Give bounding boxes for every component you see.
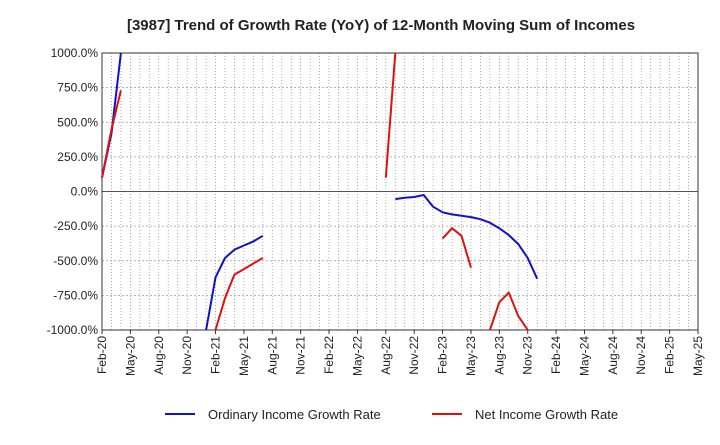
net-income-growth-line: [441, 227, 472, 268]
net-income-growth-line: [384, 52, 397, 178]
ordinary-income-growth-line: [395, 194, 539, 280]
net-income-growth-line: [101, 90, 122, 178]
legend-label: Net Income Growth Rate: [475, 407, 618, 422]
x-tick-label: Nov-20: [180, 336, 194, 375]
x-tick-label: May-22: [350, 336, 364, 376]
net-income-growth-line: [488, 291, 529, 331]
y-tick-label: 250.0%: [57, 150, 98, 164]
x-tick-label: Nov-21: [294, 336, 308, 375]
legend: Ordinary Income Growth Rate Net Income Gr…: [165, 407, 618, 422]
plot-frame: [101, 52, 699, 331]
y-tick-label: -750.0%: [53, 288, 98, 302]
axes: 1000.0% 750.0% 500.0% 250.0% 0.0% -250.0% -500…: [47, 46, 705, 376]
x-tick-label: May-20: [123, 336, 137, 376]
y-tick-label: 1000.0%: [51, 46, 99, 60]
x-tick-label: Feb-20: [95, 336, 109, 374]
x-tick-label: Nov-22: [407, 336, 421, 375]
x-tick-label: Aug-23: [492, 336, 506, 375]
x-tick-label: Feb-24: [549, 336, 563, 374]
net-income-growth-line: [214, 257, 264, 331]
x-tick-label: Aug-22: [379, 336, 393, 375]
y-tick-label: -1000.0%: [47, 323, 99, 337]
x-tick-label: Feb-21: [209, 336, 223, 374]
x-tick-label: May-21: [237, 336, 251, 376]
chart-title: [3987] Trend of Growth Rate (YoY) of 12-…: [127, 17, 635, 34]
ordinary-income-growth-line: [205, 234, 264, 331]
x-tick-label: Feb-23: [436, 336, 450, 374]
series: [101, 52, 539, 331]
x-tick-label: Feb-22: [322, 336, 336, 374]
legend-label: Ordinary Income Growth Rate: [208, 407, 381, 422]
x-tick-label: Feb-25: [663, 336, 677, 374]
y-tick-label: 500.0%: [57, 115, 98, 129]
grid: [102, 53, 698, 330]
x-tick-label: Aug-21: [265, 336, 279, 375]
x-tick-label: Nov-23: [521, 336, 535, 375]
x-tick-label: May-24: [577, 336, 591, 376]
x-tick-label: Aug-24: [606, 336, 620, 375]
y-tick-label: -250.0%: [53, 219, 98, 233]
x-tick-label: May-23: [464, 336, 478, 376]
y-tick-label: -500.0%: [53, 254, 98, 268]
x-tick-label: May-25: [691, 336, 705, 376]
x-tick-label: Nov-24: [634, 336, 648, 375]
x-tick-label: Aug-20: [152, 336, 166, 375]
y-tick-label: 750.0%: [57, 81, 98, 95]
y-tick-label: 0.0%: [71, 185, 99, 199]
